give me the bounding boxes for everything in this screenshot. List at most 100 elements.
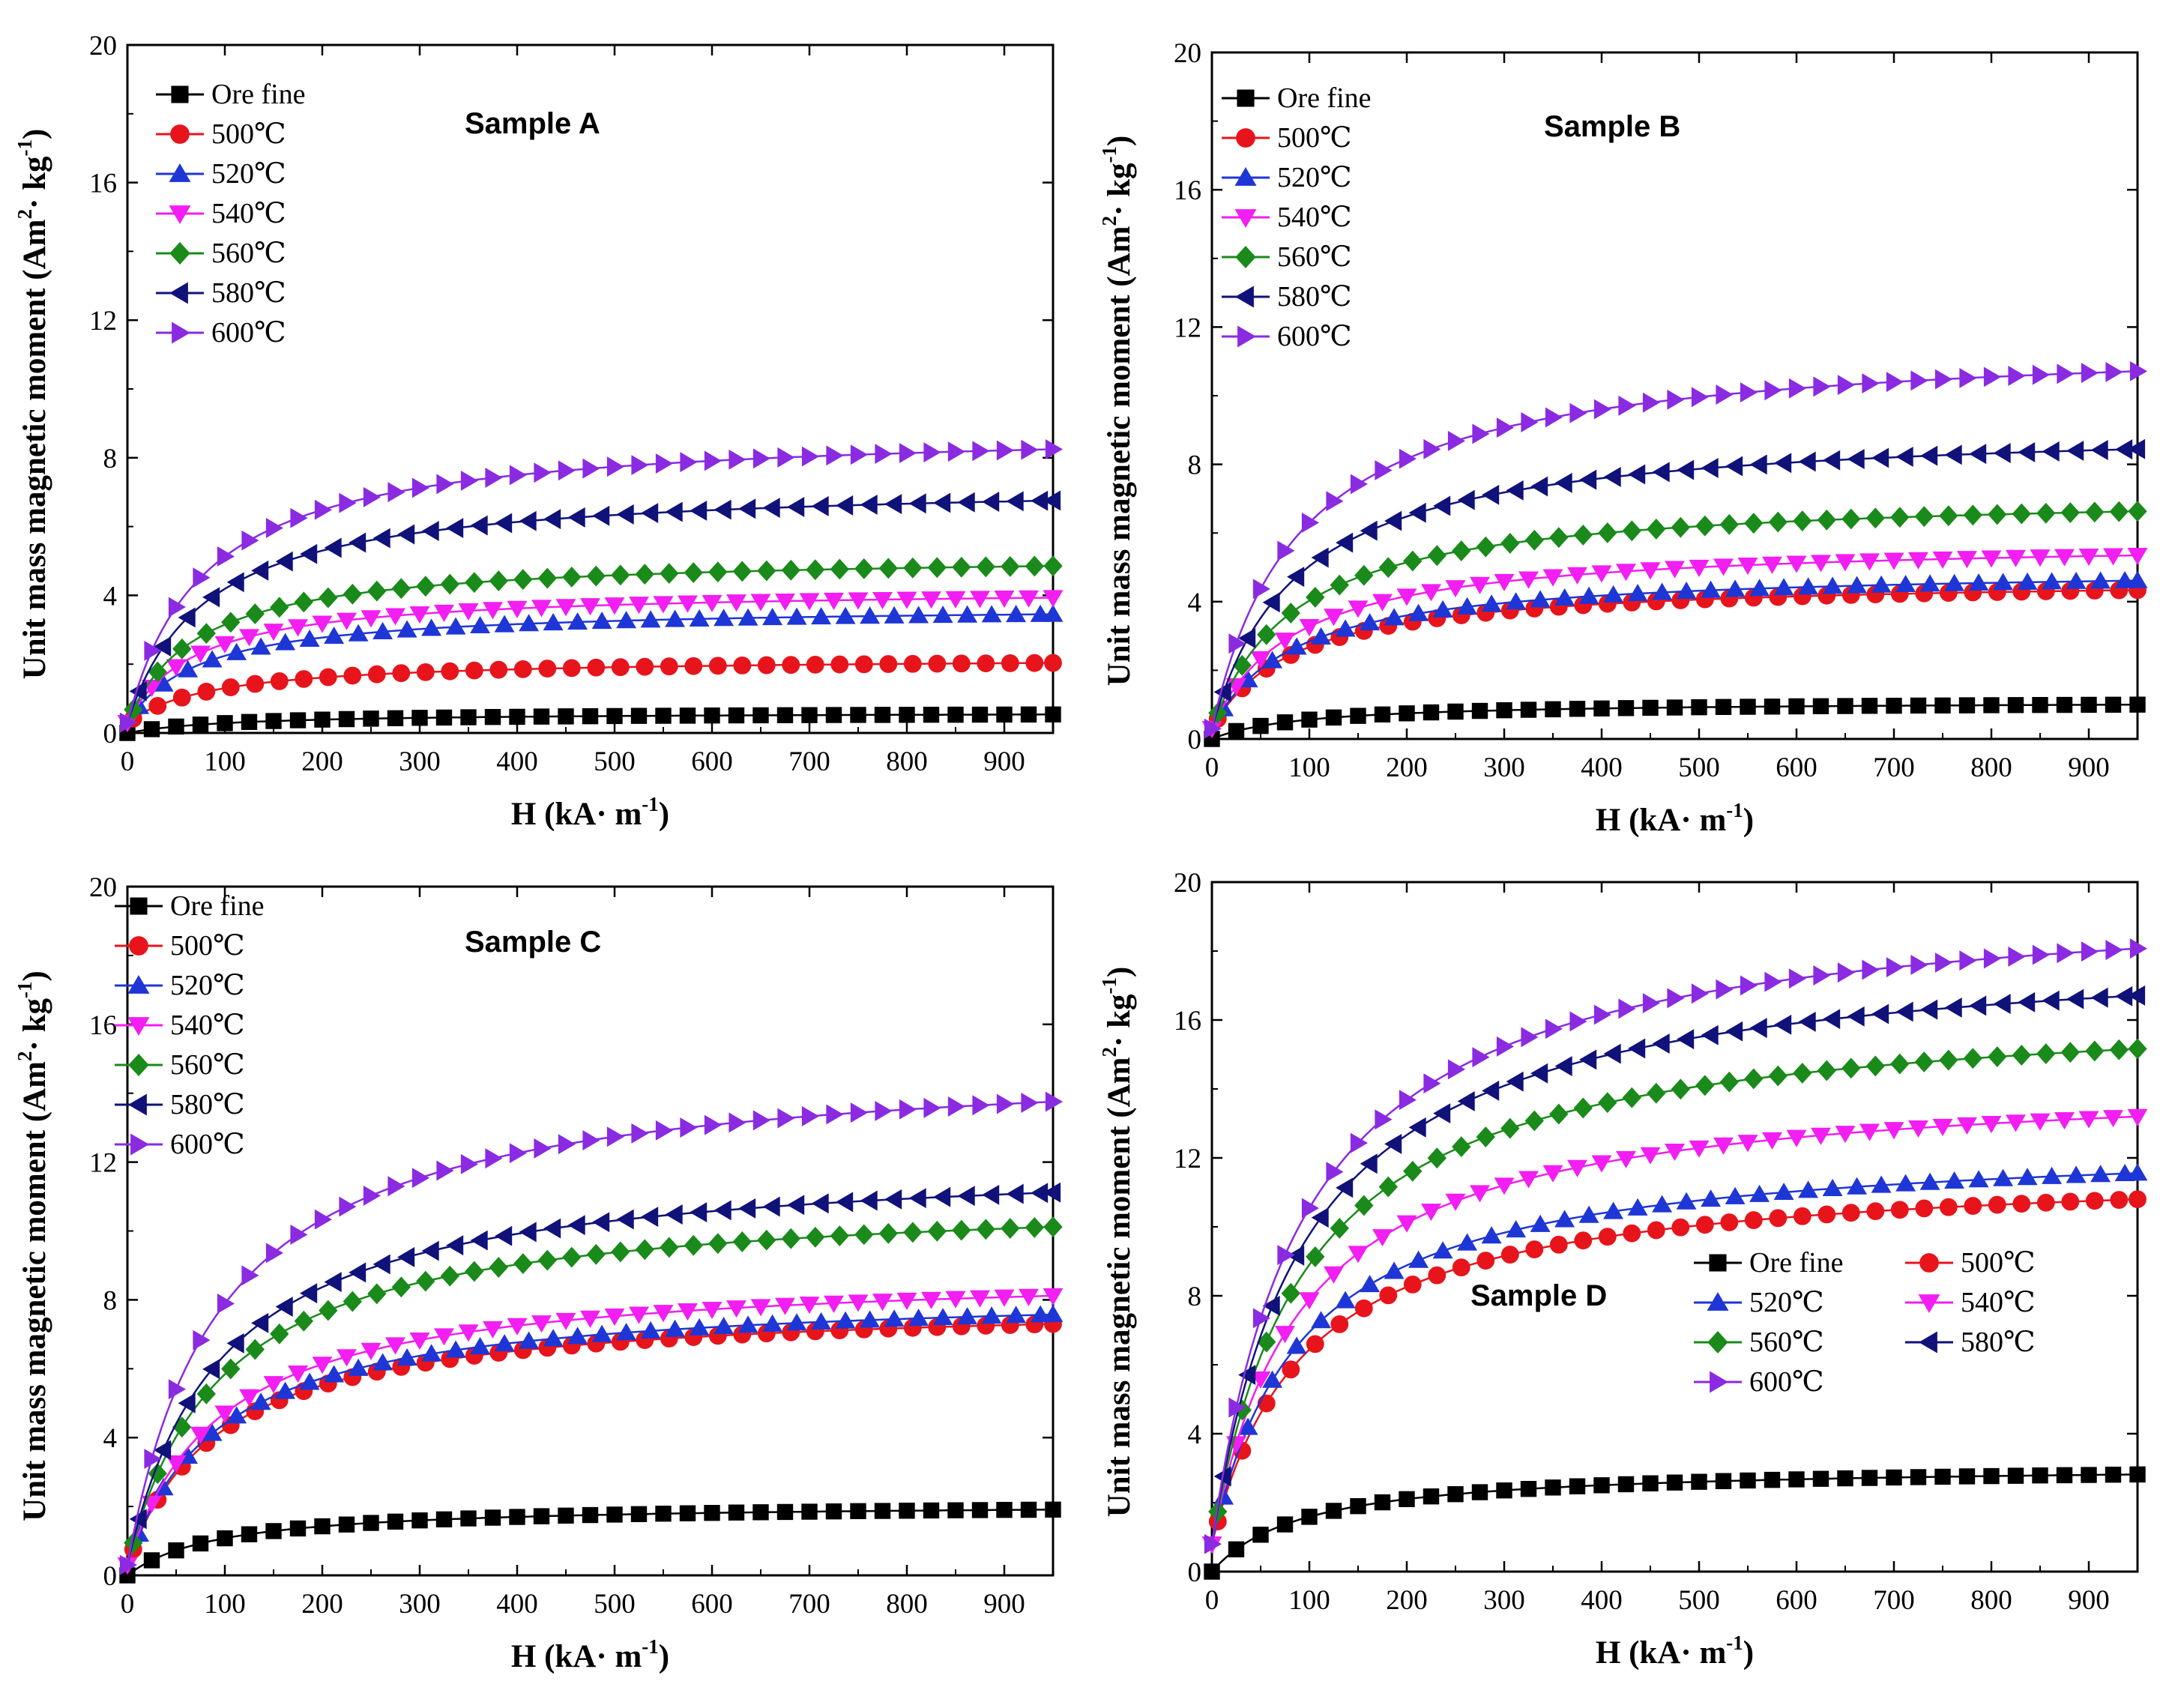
data-point — [1282, 1360, 1300, 1379]
data-point — [1773, 1182, 1794, 1201]
data-point — [1895, 1001, 1913, 1022]
data-point — [1788, 698, 1805, 715]
data-point — [1934, 369, 1952, 390]
data-point — [732, 1231, 752, 1252]
data-point — [1043, 1216, 1063, 1238]
data-point — [1542, 1165, 1563, 1183]
data-point — [363, 486, 381, 507]
y-tick-label: 20 — [89, 872, 117, 903]
data-point — [338, 1516, 355, 1533]
data-point — [319, 1300, 338, 1321]
data-point — [660, 563, 679, 585]
data-point — [923, 442, 941, 463]
data-point — [2057, 943, 2075, 964]
data-point — [2036, 502, 2056, 524]
data-point — [1530, 590, 1551, 608]
data-point — [971, 1502, 989, 1518]
data-point — [1530, 1214, 1551, 1232]
data-point — [1025, 1216, 1044, 1238]
data-point — [1408, 1117, 1426, 1138]
data-point — [1627, 584, 1648, 602]
data-point — [1301, 1509, 1318, 1525]
data-point — [1701, 1025, 1719, 1045]
series-500c — [1208, 1190, 2147, 1545]
series-520c — [1210, 1163, 2148, 1545]
data-point — [338, 710, 355, 728]
data-point — [1228, 1541, 1245, 1557]
data-point — [1823, 1009, 1841, 1030]
data-point — [1701, 580, 1722, 598]
data-point — [1574, 1231, 1593, 1250]
data-point — [1374, 706, 1391, 723]
data-point — [655, 453, 673, 474]
data-point — [543, 509, 561, 530]
data-point — [875, 1100, 893, 1121]
data-point — [483, 602, 503, 620]
x-tick-label: 300 — [399, 1589, 441, 1620]
data-point — [1311, 627, 1332, 645]
data-point — [1847, 576, 1868, 594]
data-point — [932, 606, 953, 624]
data-point — [582, 1506, 599, 1524]
data-point — [1350, 1132, 1368, 1153]
data-point — [239, 629, 259, 647]
data-point — [582, 458, 600, 479]
legend-label: 520℃ — [1749, 1287, 1824, 1318]
y-axis-title-mid: · kg — [17, 156, 52, 209]
x-tick-label: 500 — [594, 1589, 636, 1620]
x-tick-label: 600 — [691, 1589, 733, 1620]
data-point — [1530, 1063, 1548, 1084]
data-point — [1001, 1218, 1020, 1239]
data-point — [1228, 633, 1246, 654]
y-tick-label: 8 — [1188, 450, 1202, 481]
data-point — [2129, 938, 2147, 959]
data-point — [1421, 1204, 1441, 1222]
data-point — [824, 1295, 844, 1313]
legend-marker-ore-fine — [1237, 89, 1255, 107]
y-tick-label: 20 — [89, 31, 117, 61]
data-point — [1817, 1060, 1836, 1081]
data-point — [850, 1102, 868, 1123]
data-point — [460, 709, 477, 725]
legend-label: Ore fine — [211, 79, 306, 110]
panel-title: Sample C — [465, 926, 601, 959]
data-point — [606, 1126, 624, 1147]
x-tick-label: 900 — [2068, 1585, 2110, 1616]
data-point — [2008, 946, 2026, 967]
data-point — [635, 564, 654, 585]
data-point — [2006, 549, 2026, 567]
x-tick-label: 300 — [1483, 752, 1525, 783]
data-point — [1378, 1176, 1398, 1198]
data-point — [1506, 1220, 1527, 1238]
data-point — [1549, 1103, 1569, 1125]
data-point — [1871, 1004, 1889, 1025]
data-point — [1627, 1198, 1648, 1216]
data-point — [1591, 565, 1612, 583]
data-point — [884, 1309, 905, 1327]
data-point — [1749, 1018, 1767, 1039]
data-point — [178, 660, 199, 678]
series-500c — [124, 654, 1062, 728]
data-point — [1932, 1118, 1953, 1136]
data-point — [1837, 698, 1853, 714]
data-point — [1573, 524, 1593, 546]
series-580c — [1210, 985, 2146, 1545]
y-tick-label: 8 — [103, 444, 118, 474]
data-point — [799, 1297, 820, 1315]
data-point — [629, 1306, 649, 1324]
data-point — [221, 1358, 241, 1380]
x-tick-label: 400 — [496, 1589, 538, 1620]
data-point — [1666, 699, 1683, 716]
y-tick-label: 0 — [103, 1561, 118, 1592]
data-point — [337, 1349, 357, 1367]
data-point — [1959, 950, 1977, 971]
x-axis-title-sup: -1 — [642, 793, 659, 815]
data-point — [1871, 575, 1892, 593]
data-point — [202, 650, 223, 668]
data-point — [970, 591, 990, 609]
data-point — [1043, 604, 1064, 622]
data-point — [1652, 1195, 1673, 1213]
data-point — [860, 606, 881, 624]
data-point — [981, 1306, 1002, 1324]
legend-marker-600c — [1710, 1371, 1728, 1393]
